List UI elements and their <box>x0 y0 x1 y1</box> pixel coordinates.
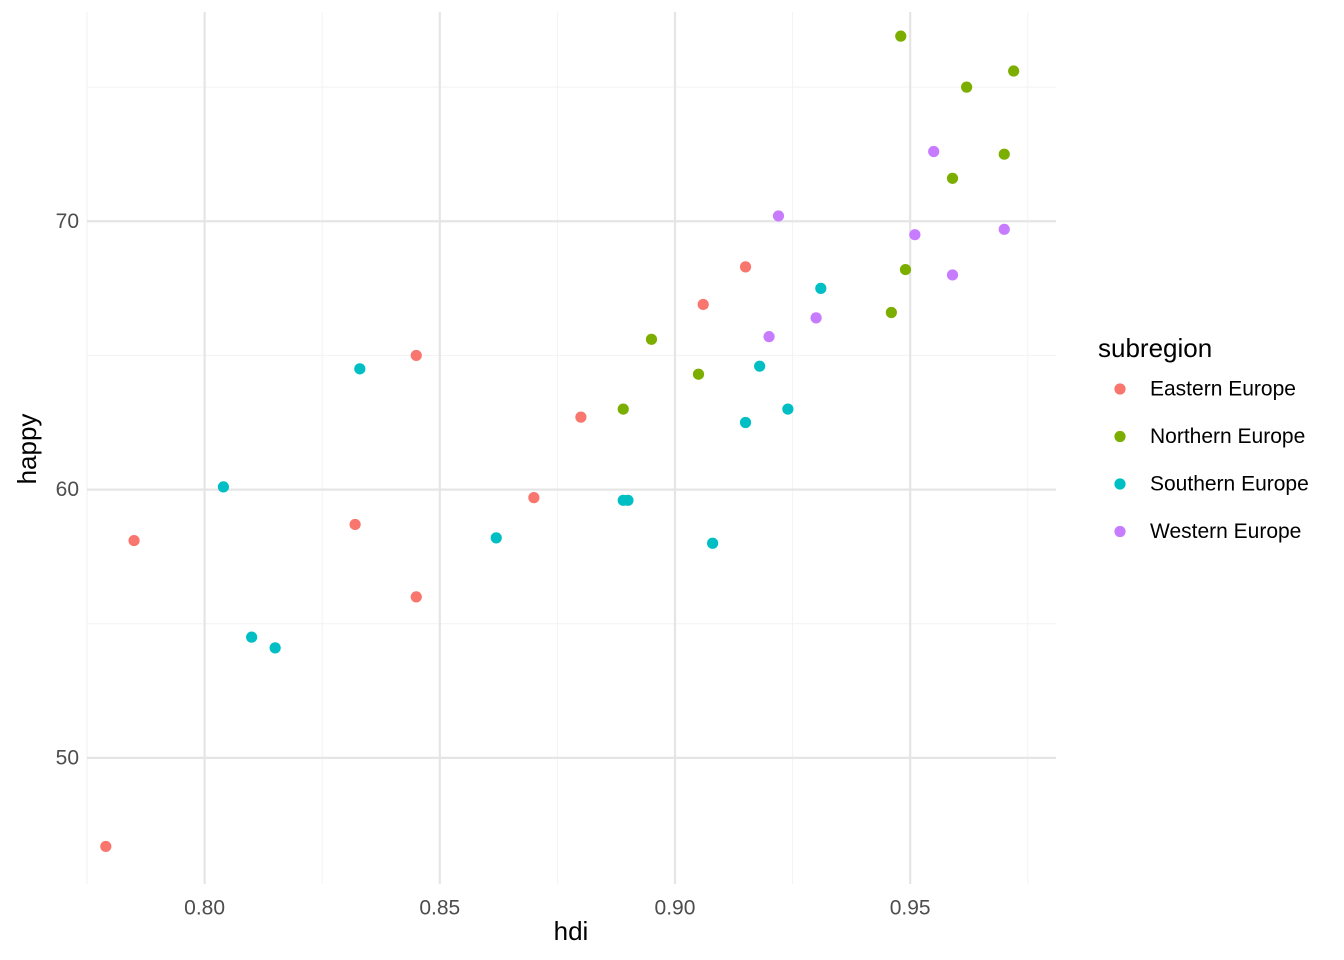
point-western-europe <box>810 312 822 324</box>
point-southern-europe <box>246 631 258 643</box>
legend-label-eastern-europe: Eastern Europe <box>1150 378 1296 401</box>
point-eastern-europe <box>739 261 752 273</box>
point-western-europe <box>928 145 940 158</box>
y-tick-label: 60 <box>56 478 79 501</box>
point-southern-europe <box>739 416 752 429</box>
y-tick-label: 70 <box>56 210 79 233</box>
point-southern-europe <box>490 532 502 544</box>
point-eastern-europe <box>697 298 709 311</box>
legend-key-western-europe <box>1114 525 1126 538</box>
point-northern-europe <box>899 263 912 276</box>
x-axis-tick-labels: 0.80 0.85 0.90 0.95 <box>184 896 930 919</box>
point-northern-europe <box>961 81 973 93</box>
point-eastern-europe <box>128 534 140 547</box>
legend-key-eastern-europe <box>1114 383 1126 395</box>
point-eastern-europe <box>575 411 587 423</box>
point-eastern-europe <box>410 591 422 603</box>
point-western-europe <box>998 223 1010 235</box>
point-southern-europe <box>622 494 634 506</box>
x-axis-title: hdi <box>554 916 589 946</box>
point-northern-europe <box>692 368 705 380</box>
point-northern-europe <box>885 306 897 319</box>
legend-label-western-europe: Western Europe <box>1150 520 1301 543</box>
y-axis-tick-labels: 50 60 70 <box>56 210 79 770</box>
point-eastern-europe <box>349 518 361 531</box>
y-axis-title: happy <box>12 414 42 485</box>
point-eastern-europe <box>528 492 540 504</box>
point-northern-europe <box>617 403 629 415</box>
point-southern-europe <box>707 537 719 549</box>
point-southern-europe <box>815 282 827 294</box>
point-northern-europe <box>645 333 658 345</box>
point-western-europe <box>909 229 921 241</box>
legend-key-southern-europe <box>1114 478 1126 490</box>
legend-key-northern-europe <box>1114 430 1126 443</box>
point-western-europe <box>946 269 959 281</box>
point-northern-europe <box>895 30 907 42</box>
point-northern-europe <box>998 148 1010 160</box>
x-tick-label: 0.90 <box>655 896 696 919</box>
point-southern-europe <box>354 363 366 375</box>
x-tick-label: 0.80 <box>184 896 225 919</box>
y-tick-label: 50 <box>56 746 79 769</box>
x-tick-label: 0.95 <box>890 896 931 919</box>
legend-label-northern-europe: Northern Europe <box>1150 425 1305 448</box>
point-northern-europe <box>946 172 959 184</box>
data-points <box>100 30 1020 853</box>
point-western-europe <box>772 210 785 222</box>
point-southern-europe <box>217 481 230 493</box>
grid-major <box>87 12 1056 884</box>
point-eastern-europe <box>100 840 112 853</box>
legend: subregion Eastern Europe Northern Europe S… <box>1098 333 1309 543</box>
legend-label-southern-europe: Southern Europe <box>1150 473 1309 496</box>
point-southern-europe <box>782 403 794 415</box>
point-southern-europe <box>754 360 766 372</box>
legend-title: subregion <box>1098 333 1212 363</box>
point-western-europe <box>763 331 775 343</box>
point-eastern-europe <box>410 349 422 362</box>
point-northern-europe <box>1008 65 1020 77</box>
x-tick-label: 0.85 <box>419 896 460 919</box>
point-southern-europe <box>269 642 281 654</box>
grid-minor <box>86 12 1056 884</box>
